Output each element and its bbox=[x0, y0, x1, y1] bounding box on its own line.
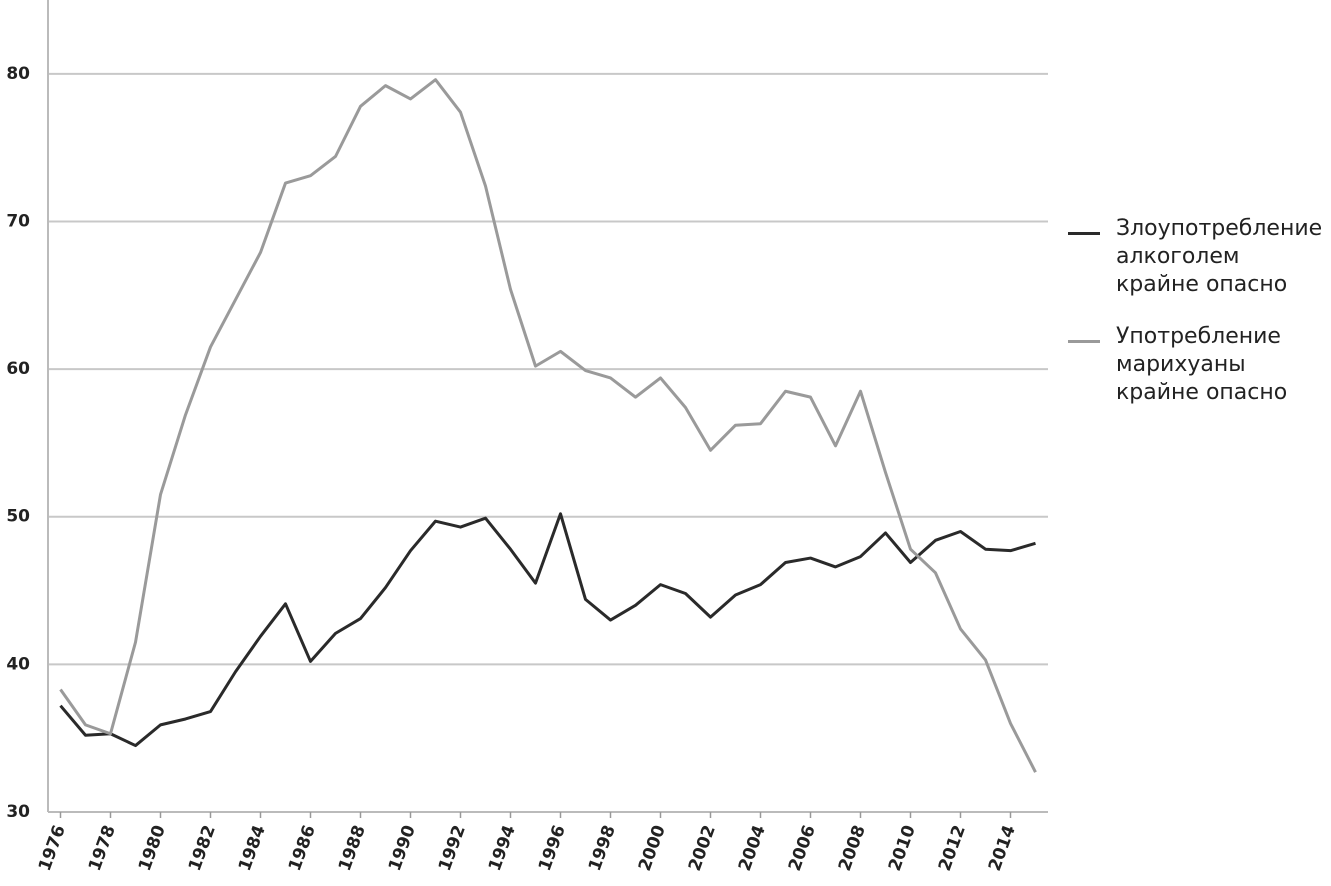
x-tick-label: 2012 bbox=[935, 823, 970, 874]
x-tick-label: 1980 bbox=[135, 822, 170, 873]
y-tick-label: 80 bbox=[6, 64, 30, 84]
x-tick-label: 2002 bbox=[685, 823, 720, 874]
legend-swatch bbox=[1068, 340, 1100, 343]
x-tick-label: 1990 bbox=[385, 822, 420, 873]
x-tick-label: 2006 bbox=[785, 823, 820, 874]
y-tick-label: 60 bbox=[6, 359, 30, 379]
y-tick-label: 70 bbox=[6, 211, 30, 231]
legend: Злоупотребление алкоголем крайне опасно У… bbox=[1068, 215, 1322, 431]
y-tick-label: 30 bbox=[6, 802, 30, 822]
x-tick-label: 2000 bbox=[635, 822, 670, 873]
series-line bbox=[59, 512, 1036, 748]
x-tick-label: 1976 bbox=[35, 823, 70, 874]
x-tick-label: 2010 bbox=[885, 822, 920, 873]
x-tick-label: 1998 bbox=[585, 823, 620, 874]
legend-label: Злоупотребление алкоголем крайне опасно bbox=[1116, 216, 1323, 297]
x-tick-label: 1982 bbox=[185, 823, 220, 874]
y-tick-label: 50 bbox=[6, 507, 30, 527]
x-tick-label: 2014 bbox=[985, 822, 1020, 873]
x-tick-label: 1986 bbox=[285, 823, 320, 874]
legend-item: Употребление марихуаны крайне опасно bbox=[1068, 323, 1322, 407]
y-tick-label: 40 bbox=[6, 654, 30, 674]
x-tick-label: 1988 bbox=[335, 823, 370, 874]
x-tick-label: 1978 bbox=[85, 823, 120, 874]
legend-label: Употребление марихуаны крайне опасно bbox=[1116, 324, 1288, 405]
x-tick-label: 1994 bbox=[485, 822, 520, 873]
x-tick-label: 1984 bbox=[235, 822, 270, 873]
legend-item: Злоупотребление алкоголем крайне опасно bbox=[1068, 215, 1322, 299]
legend-swatch bbox=[1068, 232, 1100, 235]
x-tick-label: 1992 bbox=[435, 823, 470, 874]
x-tick-label: 2004 bbox=[735, 822, 770, 873]
series-line bbox=[59, 78, 1037, 773]
x-tick-label: 1996 bbox=[535, 823, 570, 874]
x-tick-label: 2008 bbox=[835, 823, 870, 874]
